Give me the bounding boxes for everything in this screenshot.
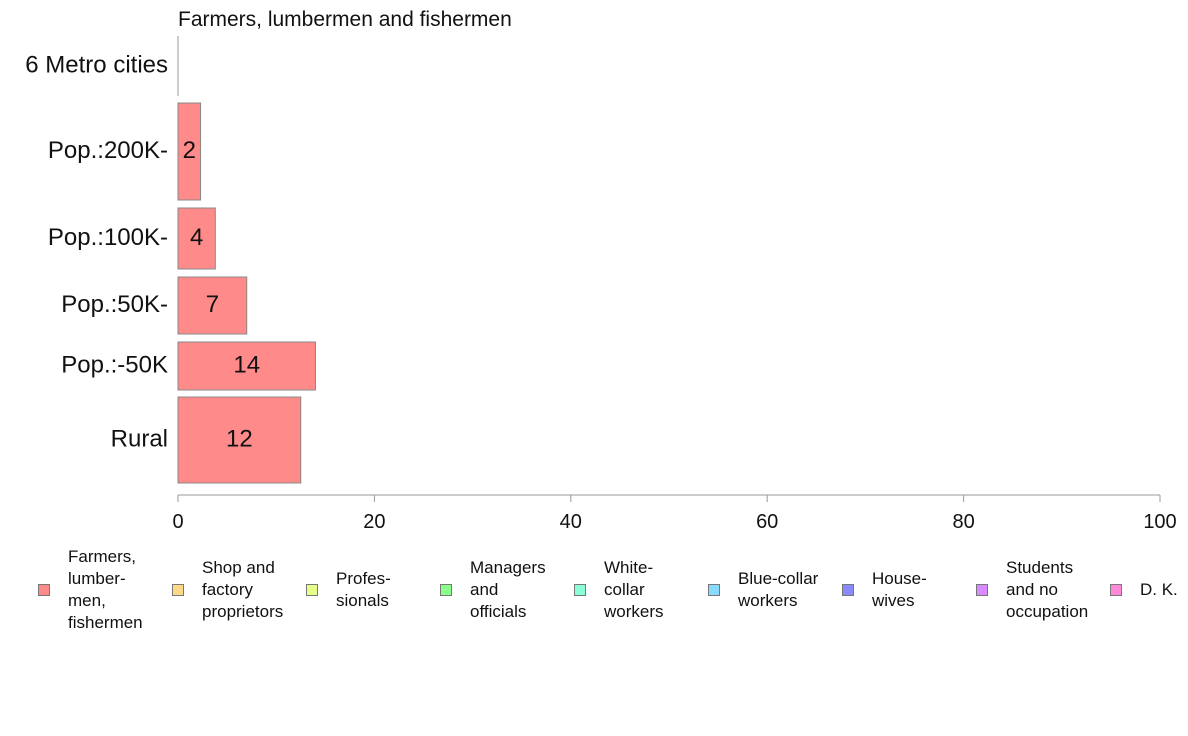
legend-item: Blue-collar workers [708, 540, 818, 640]
legend-label: Managers and officials [470, 558, 546, 621]
y-tick-label: Pop.:-50K [61, 351, 168, 378]
bar [177, 102, 202, 201]
chart-title: Farmers, lumbermen and fishermen [178, 8, 512, 31]
legend-label: D. K. [1140, 580, 1178, 599]
legend-swatch [708, 584, 720, 596]
legend-label: Shop and factory proprietors [202, 558, 284, 621]
y-tick-label: Rural [111, 425, 168, 452]
legend: Farmers, lumber- men, fishermen Shop and … [0, 540, 1188, 640]
legend-label: Students and no occupation [1006, 558, 1089, 621]
bar-value-label: 2 [183, 137, 196, 164]
legend-item: D. K. [1110, 540, 1178, 640]
bars-group: 6 Metro cities Pop.:200K- 2 Pop.:100K- 4 Pop.… [25, 51, 316, 484]
legend-swatch [172, 584, 184, 596]
bar [177, 207, 216, 270]
legend-label: White- collar workers [604, 558, 664, 621]
legend-swatch [574, 584, 586, 596]
y-tick-label: Pop.:100K- [48, 224, 168, 251]
legend-item: Farmers, lumber- men, fishermen [38, 540, 143, 640]
legend-item: Managers and officials [440, 540, 546, 640]
legend-swatch [1110, 584, 1122, 596]
legend-label: Profes- sionals [336, 569, 391, 610]
legend-label: Blue-collar workers [738, 569, 819, 610]
legend-swatch [976, 584, 988, 596]
x-tick-label: 40 [560, 511, 582, 533]
legend-swatch [306, 584, 318, 596]
legend-label: House- wives [872, 569, 927, 610]
bar-value-label: 7 [206, 291, 219, 318]
x-tick-label: 60 [756, 511, 778, 533]
bar-chart: Farmers, lumbermen and fishermen 6 Metro… [25, 8, 1177, 533]
y-tick-label: Pop.:50K- [61, 291, 168, 318]
x-tick-label: 100 [1143, 511, 1176, 533]
legend-swatch [842, 584, 854, 596]
legend-swatch [440, 584, 452, 596]
legend-label: Farmers, lumber- men, fishermen [68, 547, 143, 632]
x-tick-label: 20 [363, 511, 385, 533]
y-tick-label: Pop.:200K- [48, 137, 168, 164]
x-tick-label: 0 [172, 511, 183, 533]
bar-value-label: 4 [190, 224, 203, 251]
legend-swatch [38, 584, 50, 596]
legend-item: Shop and factory proprietors [172, 540, 283, 640]
y-tick-label: 6 Metro cities [25, 51, 168, 78]
bar-value-label: 14 [233, 351, 260, 378]
legend-item: Profes- sionals [306, 540, 391, 640]
bar [177, 276, 248, 335]
bar [177, 396, 302, 484]
legend-item: House- wives [842, 540, 927, 640]
legend-item: White- collar workers [574, 540, 664, 640]
bar-value-label: 12 [226, 425, 253, 452]
legend-item: Students and no occupation [976, 540, 1088, 640]
x-tick-label: 80 [952, 511, 974, 533]
x-ticks-group: 0 20 40 60 80 100 [172, 495, 1177, 533]
bar [177, 341, 316, 391]
